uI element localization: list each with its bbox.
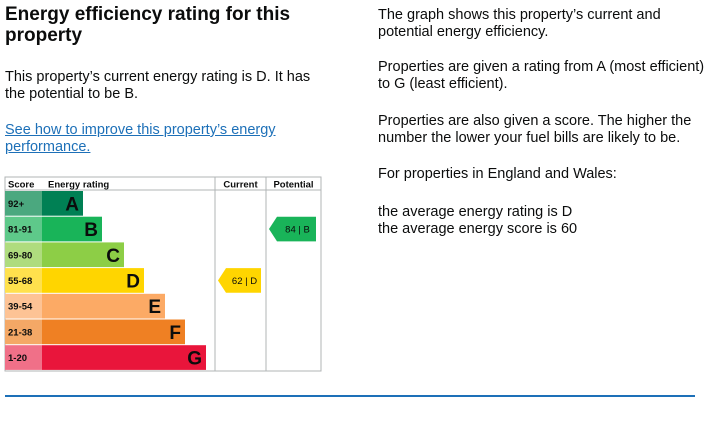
epc-band-letter-c: C (106, 246, 120, 267)
epc-band-letter-d: D (126, 271, 140, 292)
epc-current-label: 62 | D (232, 276, 257, 287)
section-divider (5, 395, 695, 397)
epc-range-cell-c (5, 242, 42, 268)
improve-energy-link[interactable]: See how to improve this property’s energ… (5, 122, 276, 155)
average-score-text: the average energy score is 60 (378, 221, 578, 237)
epc-band-d (42, 268, 144, 293)
epc-band-letter-e: E (148, 297, 161, 318)
epc-header-potential: Potential (273, 180, 313, 191)
epc-band-c (42, 242, 124, 268)
epc-header-rating: Energy rating (48, 180, 109, 191)
epc-header-score: Score (8, 180, 34, 191)
current-rating-text: This property’s current energy rating is… (5, 69, 311, 102)
epc-range-label-b: 81-91 (8, 225, 33, 236)
score-explanation: Properties are also given a score. The h… (378, 113, 692, 146)
epc-range-label-d: 55-68 (8, 276, 32, 287)
graph-explanation: The graph shows this property’s current … (378, 7, 661, 40)
epc-potential-arrow (269, 216, 316, 242)
epc-potential-label: 84 | B (285, 225, 310, 236)
epc-range-cell-e (5, 293, 42, 319)
epc-band-a (42, 191, 83, 216)
epc-band-letter-f: F (169, 323, 181, 344)
region-text: For properties in England and Wales: (378, 166, 617, 182)
left-column: Energy efficiency rating for this proper… (5, 4, 335, 46)
epc-chart: 92+ A81-91 B69-80 C55-68 D39-54 E21-38 F1-20 G … (4, 176, 322, 372)
epc-range-cell-b (5, 216, 42, 242)
epc-band-e (42, 293, 165, 319)
epc-range-label-g: 1-20 (8, 353, 27, 364)
epc-band-g (42, 345, 206, 370)
epc-range-label-c: 69-80 (8, 250, 32, 261)
average-rating-text: the average energy rating is D (378, 204, 573, 220)
epc-current-arrow (218, 268, 261, 293)
epc-band-letter-g: G (187, 349, 202, 370)
rating-explanation: Properties are given a rating from A (mo… (378, 59, 705, 92)
epc-range-cell-d (5, 268, 42, 293)
epc-band-letter-a: A (65, 194, 79, 215)
page-title: Energy efficiency rating for this proper… (5, 4, 291, 46)
epc-band-letter-b: B (84, 220, 98, 241)
epc-range-cell-a (5, 191, 42, 216)
epc-range-cell-f (5, 319, 42, 345)
epc-band-b (42, 216, 102, 242)
epc-header-current: Current (223, 180, 258, 191)
epc-range-cell-g (5, 345, 42, 370)
epc-range-label-a: 92+ (8, 199, 25, 210)
epc-range-label-e: 39-54 (8, 302, 33, 313)
epc-range-label-f: 21-38 (8, 327, 32, 338)
epc-band-f (42, 319, 185, 345)
